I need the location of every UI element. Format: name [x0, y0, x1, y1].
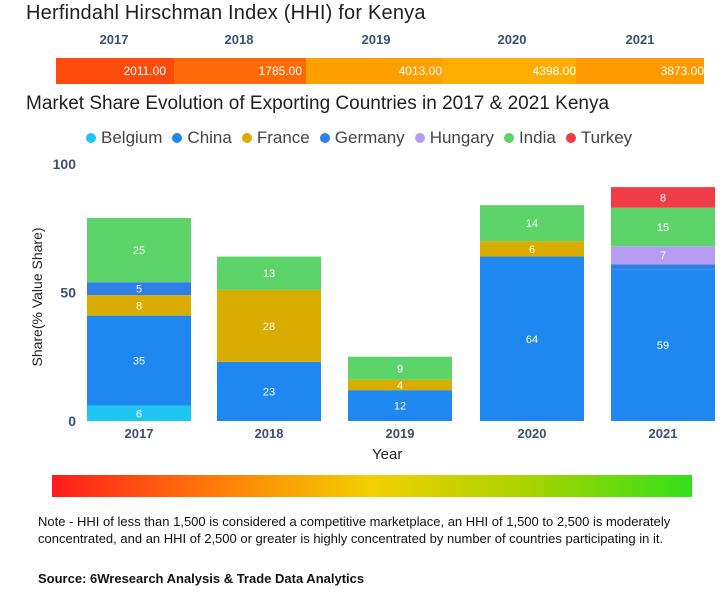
bar-data-label: 28 [263, 321, 275, 333]
legend-label: Germany [334, 128, 405, 147]
bar-segment [217, 256, 321, 290]
bar-segment [480, 241, 584, 257]
bar-segment [87, 217, 191, 283]
bar-segment [480, 205, 584, 242]
bar-segment [348, 390, 452, 421]
bar-data-label: 64 [526, 334, 538, 346]
bar-data-label: 13 [263, 268, 275, 280]
x-tick-label: 2018 [255, 426, 284, 441]
hhi-year-label: 2017 [99, 32, 129, 47]
legend-item: India [503, 128, 556, 148]
hhi-title: Herfindahl Hirschman Index (HHI) for Ken… [26, 2, 426, 24]
legend-label: France [256, 128, 310, 147]
x-tick-label: 2019 [386, 426, 415, 441]
bar-data-label: 4 [397, 380, 403, 392]
bar-data-label: 7 [660, 250, 666, 262]
bar-data-label: 8 [660, 192, 666, 204]
hhi-value-label: 2011.00 [123, 64, 167, 78]
hhi-note: Note - HHI of less than 1,500 is conside… [38, 514, 671, 546]
bar-data-label: 15 [657, 222, 669, 234]
bar-segment [217, 289, 321, 362]
hhi-year-label: 2020 [497, 32, 527, 47]
legend-item: Hungary [414, 128, 494, 148]
bar-segment [348, 379, 452, 391]
hhi-segment [576, 58, 704, 84]
bar-segment [480, 256, 584, 421]
chart-legend: Belgium China France Germany Hungary India Tur… [86, 127, 642, 149]
bar-segment [87, 295, 191, 316]
legend-marker [565, 133, 576, 143]
bar-data-label: 6 [529, 244, 535, 256]
bar-data-label: 14 [526, 218, 538, 230]
x-tick-label: 2017 [125, 426, 154, 441]
hhi-year-label: 2019 [361, 32, 391, 47]
bar-segment [348, 356, 452, 380]
legend-marker [414, 133, 425, 143]
bar-segment [611, 246, 715, 265]
hhi-value-bar: 2011.00 1785.00 4013.00 4398.00 3873.00 [56, 58, 704, 84]
legend-marker [172, 133, 183, 143]
legend-item: Germany [319, 128, 405, 148]
bar-segment [87, 405, 191, 421]
x-axis-title: Year [372, 446, 403, 463]
y-tick-label: 100 [53, 156, 77, 172]
bar-data-label: 59 [657, 340, 669, 352]
bar-data-label: 5 [136, 284, 142, 296]
legend-marker [86, 133, 96, 143]
hhi-segment [174, 58, 306, 84]
bar-segment [611, 187, 715, 208]
legend-label: China [187, 128, 232, 147]
bar-segment [87, 315, 191, 406]
y-tick-label: 50 [60, 285, 76, 301]
x-tick-label: 2020 [518, 426, 547, 441]
hhi-value-label: 1785.00 [258, 64, 302, 78]
bar-data-label: 35 [133, 356, 145, 368]
stacked-bar-chart: 0 50 100 6 35 8 5 25 2017 23 28 13 2018 12 4 9 2019 64 6 14… [53, 156, 715, 441]
bar-segment [217, 361, 321, 421]
legend-label: Belgium [101, 128, 163, 147]
bar-data-label: 23 [263, 386, 275, 398]
hhi-value-label: 3873.00 [660, 64, 704, 78]
bar-data-label: 8 [136, 300, 142, 312]
bar-segment [611, 264, 715, 270]
hhi-value-label: 4013.00 [398, 64, 442, 78]
source-note: Source: 6Wresearch Analysis & Trade Data… [38, 571, 365, 586]
bar-data-label: 6 [136, 408, 142, 420]
legend-label: Hungary [429, 128, 494, 147]
chart-title: Market Share Evolution of Exporting Coun… [26, 93, 610, 114]
concentration-gradient-bar [52, 475, 692, 497]
hhi-year-labels: 2017 2018 2019 2020 2021 [56, 32, 704, 50]
legend-item: China [172, 128, 232, 148]
bar-segment [611, 269, 715, 421]
hhi-year-label: 2021 [625, 32, 655, 47]
hhi-year-label: 2018 [224, 32, 254, 47]
hhi-segment [442, 58, 576, 84]
bar-data-label: 25 [133, 245, 145, 257]
legend-item: France [241, 128, 310, 148]
legend-item: Belgium [86, 128, 162, 148]
hhi-segment [56, 58, 174, 84]
hhi-segment [306, 58, 442, 84]
legend-item: Turkey [565, 128, 633, 148]
legend-label: Turkey [580, 128, 633, 147]
bar-segment [87, 282, 191, 296]
y-tick-label: 0 [68, 413, 76, 429]
legend-marker [319, 133, 330, 143]
legend-label: India [518, 128, 556, 147]
legend-marker [503, 133, 514, 143]
hhi-value-label: 4398.00 [532, 64, 576, 78]
bar-data-label: 9 [397, 363, 403, 375]
legend-marker [241, 133, 252, 143]
bar-data-label: 12 [394, 401, 406, 413]
x-tick-label: 2021 [649, 426, 678, 441]
bar-segment [611, 207, 715, 247]
